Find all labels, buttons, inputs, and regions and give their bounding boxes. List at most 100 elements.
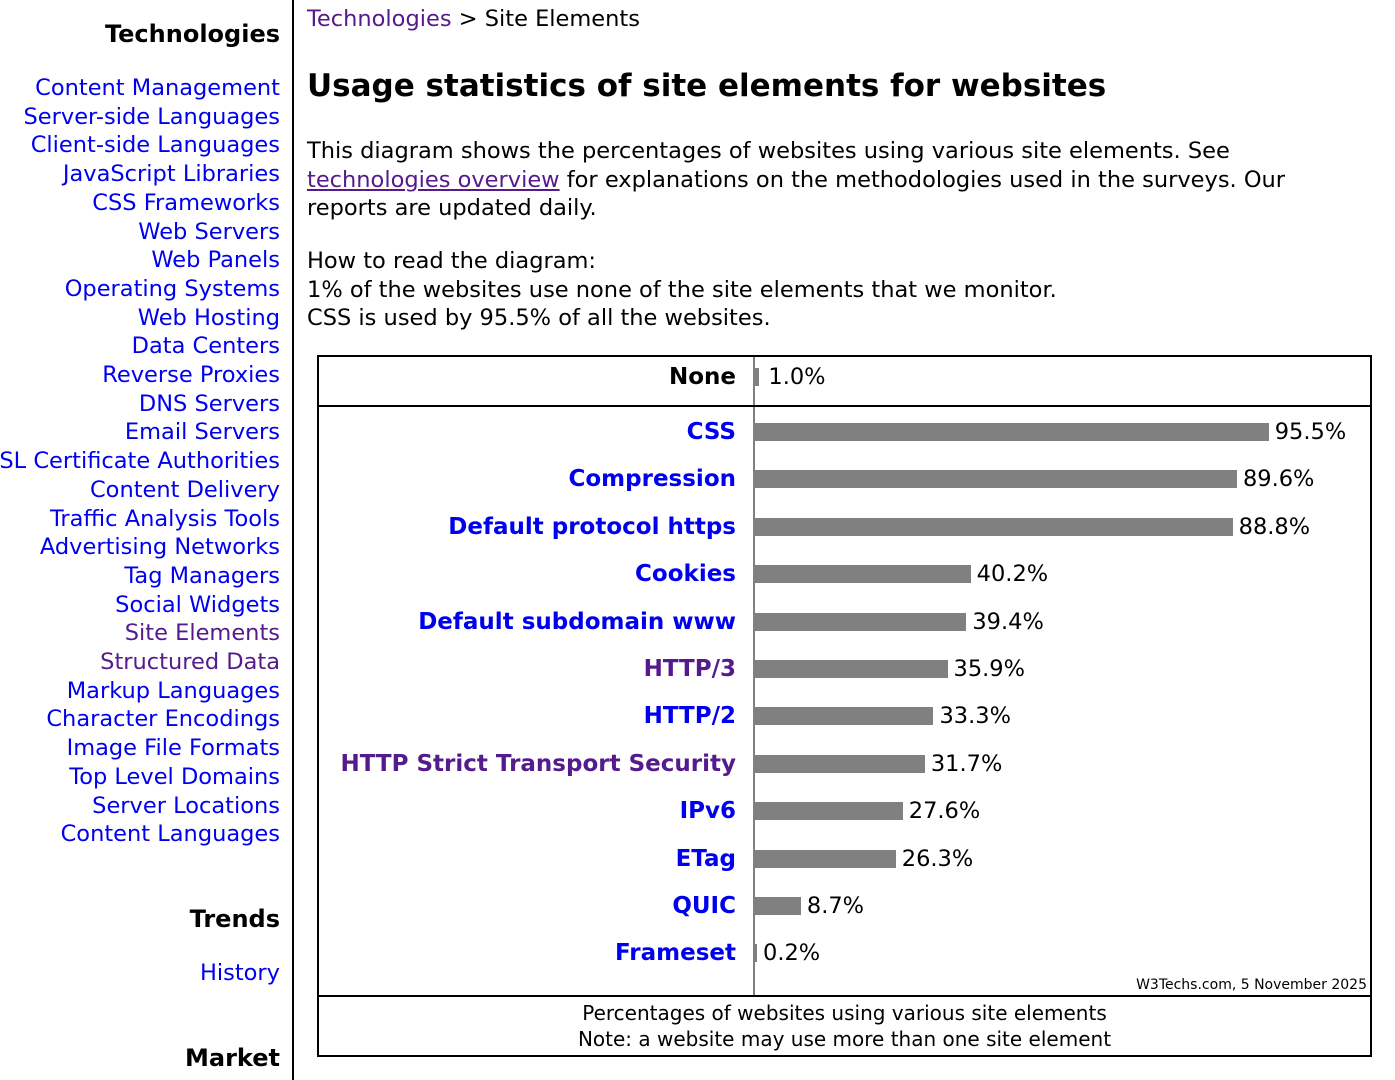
chart-bar xyxy=(754,754,925,773)
technologies-overview-link[interactable]: technologies overview xyxy=(307,166,560,193)
chart-value-label: 33.3% xyxy=(939,703,1011,730)
chart-label-link[interactable]: Compression xyxy=(568,466,737,493)
chart-label-none: None xyxy=(668,364,736,390)
chart-value-none: 1.0% xyxy=(768,364,826,390)
sidebar-item-site-elements[interactable]: Site Elements xyxy=(124,620,280,647)
chart-value-label: 27.6% xyxy=(908,798,981,825)
sidebar-item-content-delivery[interactable]: Content Delivery xyxy=(89,476,280,503)
breadcrumb-technologies-link[interactable]: Technologies xyxy=(307,6,452,32)
sidebar-item-content-management[interactable]: Content Management xyxy=(35,75,280,101)
chart-bar xyxy=(754,802,903,821)
chart-row: Cookies 40.2% xyxy=(319,554,1370,594)
sidebar-item-image-file-formats[interactable]: Image File Formats xyxy=(66,735,280,762)
chart-caption: Percentages of websites using various si… xyxy=(319,1000,1370,1052)
sidebar-item-ssl-certificate-authorities[interactable]: SSL Certificate Authorities xyxy=(0,448,280,475)
chart-value-label: 39.4% xyxy=(972,608,1044,635)
breadcrumb-separator: > xyxy=(458,6,478,32)
sidebar-item-reverse-proxies[interactable]: Reverse Proxies xyxy=(102,362,280,389)
chart-row: IPv6 27.6% xyxy=(319,791,1370,831)
sidebar-item-traffic-analysis-tools[interactable]: Traffic Analysis Tools xyxy=(49,505,280,532)
chart-row: HTTP Strict Transport Security 31.7% xyxy=(319,744,1370,784)
chart-credit: W3Techs.com, 5 November 2025 xyxy=(1136,977,1367,993)
chart-label-link[interactable]: HTTP/2 xyxy=(643,703,736,730)
chart-row: Default subdomain www 39.4% xyxy=(319,602,1370,642)
sidebar-item-css-frameworks[interactable]: CSS Frameworks xyxy=(92,189,280,216)
sidebar-item-content-languages[interactable]: Content Languages xyxy=(60,821,280,848)
chart-caption-separator xyxy=(319,995,1370,997)
chart-bar xyxy=(754,565,971,584)
chart-bar xyxy=(754,470,1237,489)
sidebar-item-social-widgets[interactable]: Social Widgets xyxy=(115,591,280,618)
chart-label-link[interactable]: Default subdomain www xyxy=(418,608,736,635)
chart-row: QUIC 8.7% xyxy=(319,886,1370,926)
chart-value-label: 35.9% xyxy=(953,656,1025,682)
chart-bar xyxy=(754,612,967,631)
breadcrumb-current: Site Elements xyxy=(484,6,640,32)
sidebar-heading-trends: Trends xyxy=(189,904,280,933)
chart-label-link[interactable]: IPv6 xyxy=(679,798,736,825)
howto-line-1: 1% of the websites use none of the site … xyxy=(307,276,1057,303)
chart-value-label: 95.5% xyxy=(1274,419,1347,445)
sidebar-item-client-side-languages[interactable]: Client-side Languages xyxy=(30,132,280,159)
intro-text-before: This diagram shows the percentages of we… xyxy=(307,138,1230,164)
chart-label-link[interactable]: Cookies xyxy=(635,561,736,588)
sidebar-item-character-encodings[interactable]: Character Encodings xyxy=(46,706,280,733)
chart-caption-note: Note: a website may use more than one si… xyxy=(577,1027,1112,1051)
sidebar-item-server-side-languages[interactable]: Server-side Languages xyxy=(23,103,280,130)
sidebar-item-markup-languages[interactable]: Markup Languages xyxy=(66,677,280,704)
chart-bar xyxy=(754,897,801,915)
chart-value-label: 8.7% xyxy=(806,893,865,919)
sidebar-item-server-locations[interactable]: Server Locations xyxy=(92,792,280,819)
sidebar-item-data-centers[interactable]: Data Centers xyxy=(131,333,280,360)
chart-row: HTTP/3 35.9% xyxy=(319,649,1370,689)
intro-text-after: for explanations on the methodologies us… xyxy=(307,166,1286,222)
chart-value-label: 40.2% xyxy=(976,561,1049,588)
chart-caption-title: Percentages of websites using various si… xyxy=(582,1001,1107,1025)
chart-bar xyxy=(754,707,934,726)
chart-label-link[interactable]: HTTP Strict Transport Security xyxy=(340,750,736,777)
sidebar-item-tag-managers[interactable]: Tag Managers xyxy=(124,562,280,589)
sidebar-item-email-servers[interactable]: Email Servers xyxy=(124,419,280,446)
chart-label-link[interactable]: CSS xyxy=(686,419,736,445)
site-elements-bar-chart: None 1.0% CSS 95.5% Compression 89.6% Defaul… xyxy=(317,355,1372,1057)
sidebar-item-top-level-domains[interactable]: Top Level Domains xyxy=(69,763,280,790)
chart-value-label: 88.8% xyxy=(1238,513,1311,540)
breadcrumb: Technologies > Site Elements xyxy=(307,5,640,33)
chart-row-none: None 1.0% xyxy=(319,357,1370,397)
sidebar: Technologies Content Management Server-si… xyxy=(0,0,294,1080)
howto-line-2: CSS is used by 95.5% of all the websites… xyxy=(307,305,771,332)
chart-bar xyxy=(754,660,948,678)
howto-heading: How to read the diagram: xyxy=(307,248,597,274)
sidebar-item-javascript-libraries[interactable]: JavaScript Libraries xyxy=(62,161,280,188)
sidebar-item-web-panels[interactable]: Web Panels xyxy=(151,247,280,274)
sidebar-item-operating-systems[interactable]: Operating Systems xyxy=(64,275,280,302)
chart-value-label: 26.3% xyxy=(901,845,974,872)
chart-label-link[interactable]: Default protocol https xyxy=(448,513,736,540)
chart-bar xyxy=(754,423,1269,441)
chart-label-link[interactable]: QUIC xyxy=(672,893,736,919)
chart-bar xyxy=(754,517,1233,536)
sidebar-item-dns-servers[interactable]: DNS Servers xyxy=(138,390,280,417)
chart-value-label: 89.6% xyxy=(1242,466,1315,493)
chart-row: HTTP/2 33.3% xyxy=(319,696,1370,736)
chart-label-link[interactable]: ETag xyxy=(675,845,736,872)
sidebar-item-web-servers[interactable]: Web Servers xyxy=(138,218,280,245)
sidebar-item-advertising-networks[interactable]: Advertising Networks xyxy=(39,534,280,561)
sidebar-heading-market: Market xyxy=(185,1043,280,1072)
chart-row: Default protocol https 88.8% xyxy=(319,507,1370,547)
chart-label-link[interactable]: Frameset xyxy=(615,940,736,967)
chart-bar xyxy=(754,849,896,868)
chart-value-label: 31.7% xyxy=(930,750,1003,777)
sidebar-nav: Technologies Content Management Server-si… xyxy=(0,0,280,1072)
sidebar-heading-technologies: Technologies xyxy=(104,20,280,48)
page-title: Usage statistics of site elements for we… xyxy=(307,68,1107,104)
chart-label-link[interactable]: HTTP/3 xyxy=(643,656,736,682)
intro-paragraph: This diagram shows the percentages of we… xyxy=(307,137,1347,223)
chart-value-label: 0.2% xyxy=(763,940,821,967)
chart-row: CSS 95.5% xyxy=(319,412,1370,452)
sidebar-item-structured-data[interactable]: Structured Data xyxy=(100,649,280,676)
chart-bar xyxy=(754,944,757,963)
sidebar-item-history[interactable]: History xyxy=(199,959,280,986)
sidebar-item-web-hosting[interactable]: Web Hosting xyxy=(137,304,280,331)
sidebar-technologies-list: Content Management Server-side Languages C… xyxy=(0,74,280,849)
